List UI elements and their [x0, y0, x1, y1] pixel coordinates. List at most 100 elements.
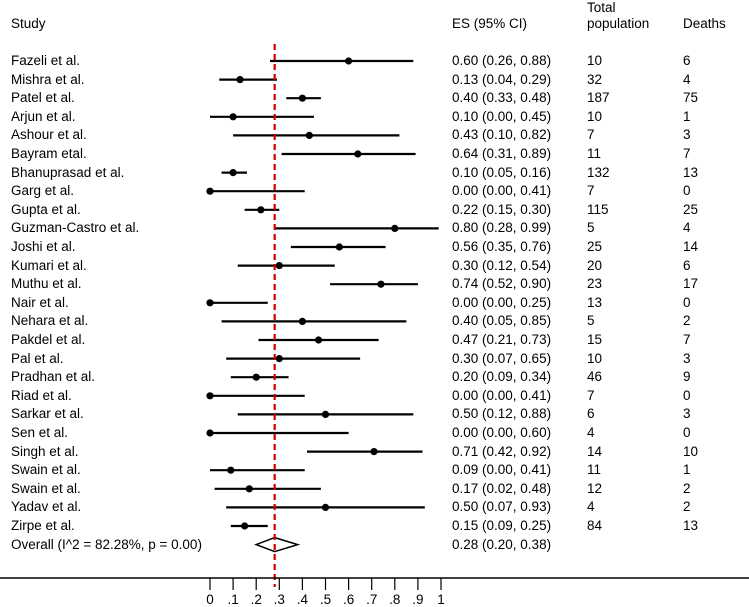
point-estimate [335, 243, 343, 251]
x-tick-label: .3 [274, 592, 285, 607]
study-deaths: 2 [683, 313, 691, 329]
study-ci-text: 0.43 (0.10, 0.82) [452, 127, 552, 143]
point-estimate [298, 317, 306, 325]
study-ci-text: 0.17 (0.02, 0.48) [452, 480, 552, 496]
study-label: Pakdel et al. [11, 332, 86, 347]
point-estimate [236, 76, 244, 84]
study-label: Garg et al. [11, 183, 75, 199]
study-deaths: 75 [683, 90, 699, 106]
study-ci-text: 0.10 (0.00, 0.45) [452, 108, 552, 124]
study-deaths: 2 [683, 499, 691, 515]
study-label: Swain et al. [11, 480, 81, 496]
study-deaths: 6 [683, 53, 691, 68]
point-estimate [206, 299, 214, 307]
x-tick-label: .6 [343, 592, 354, 607]
study-label: Pradhan et al. [11, 369, 96, 385]
point-estimate [206, 187, 214, 195]
study-deaths: 7 [683, 146, 691, 161]
study-label: Muthu et al. [11, 276, 82, 292]
study-total: 4 [587, 425, 595, 440]
study-ci-text: 0.00 (0.00, 0.60) [452, 425, 552, 440]
point-estimate [227, 466, 235, 474]
overall-ci-text: 0.28 (0.20, 0.38) [452, 536, 552, 552]
header-es-ci: ES (95% CI) [452, 16, 528, 31]
study-deaths: 4 [683, 220, 691, 236]
study-total: 13 [587, 294, 603, 310]
study-deaths: 3 [683, 350, 691, 366]
study-total: 7 [587, 127, 595, 143]
study-label: Riad et al. [11, 387, 72, 403]
study-ci-text: 0.22 (0.15, 0.30) [452, 201, 552, 217]
study-label: Bayram etal. [11, 146, 87, 161]
study-total: 32 [587, 71, 603, 87]
study-total: 10 [587, 53, 603, 68]
study-total: 11 [587, 462, 602, 478]
study-ci-text: 0.56 (0.35, 0.76) [452, 239, 552, 254]
study-deaths: 13 [683, 164, 699, 180]
study-total: 6 [587, 406, 595, 422]
study-total: 7 [587, 183, 595, 199]
overall-diamond [254, 536, 301, 553]
point-estimate [206, 429, 214, 437]
point-estimate [257, 206, 265, 214]
study-label: Bhanuprasad et al. [11, 164, 125, 180]
x-tick-label: 1 [437, 592, 445, 607]
point-estimate [298, 94, 306, 102]
study-ci-text: 0.40 (0.05, 0.85) [452, 313, 552, 329]
point-estimate [275, 262, 283, 270]
study-label: Ashour et al. [11, 127, 87, 143]
study-ci-text: 0.13 (0.04, 0.29) [452, 71, 552, 87]
point-estimate [321, 410, 330, 418]
study-deaths: 0 [683, 294, 691, 310]
study-ci-text: 0.30 (0.07, 0.65) [452, 350, 552, 366]
study-label: Gupta et al. [11, 201, 81, 217]
study-total: 10 [587, 108, 603, 124]
point-estimate [354, 150, 362, 158]
study-total: 10 [587, 350, 603, 366]
study-ci-text: 0.60 (0.26, 0.88) [452, 53, 552, 68]
point-estimate [275, 355, 283, 363]
study-total: 20 [587, 257, 603, 273]
study-deaths: 9 [683, 369, 691, 385]
point-estimate [245, 485, 253, 493]
point-estimate [391, 224, 399, 232]
study-ci-text: 0.40 (0.33, 0.48) [452, 90, 552, 106]
point-estimate [229, 113, 237, 121]
x-tick-label: .8 [389, 592, 400, 607]
study-total: 5 [587, 313, 595, 329]
study-label: Guzman-Castro et al. [11, 220, 140, 236]
study-label: Singh et al. [11, 443, 79, 459]
header-deaths: Deaths [683, 16, 726, 31]
study-ci-text: 0.47 (0.21, 0.73) [452, 332, 552, 347]
header-total-line1: Total [587, 0, 616, 15]
study-label: Nair et al. [11, 294, 69, 310]
study-total: 5 [587, 220, 595, 236]
study-label: Kumari et al. [11, 257, 87, 273]
study-label: Arjun et al. [11, 108, 76, 124]
point-estimate [241, 522, 249, 530]
point-estimate [321, 503, 330, 511]
study-deaths: 1 [683, 108, 691, 124]
x-tick-label: .9 [412, 592, 423, 607]
x-tick-label: .4 [297, 592, 309, 607]
study-label: Zirpe et al. [11, 518, 75, 533]
study-label: Sen et al. [11, 425, 69, 440]
study-total: 187 [587, 90, 610, 106]
point-estimate [314, 336, 323, 344]
header-study: Study [11, 16, 46, 31]
study-ci-text: 0.00 (0.00, 0.41) [452, 183, 552, 199]
study-total: 15 [587, 332, 603, 347]
study-deaths: 3 [683, 406, 691, 422]
study-label: Swain et al. [11, 462, 81, 478]
study-label: Joshi et al. [11, 239, 76, 254]
header-total-line2: population [587, 16, 650, 31]
x-tick-label: .7 [366, 592, 377, 607]
study-total: 7 [587, 387, 595, 403]
study-deaths: 3 [683, 127, 691, 143]
study-total: 14 [587, 443, 603, 459]
study-deaths: 6 [683, 257, 691, 273]
study-label: Sarkar et al. [11, 406, 84, 422]
study-deaths: 0 [683, 387, 691, 403]
study-ci-text: 0.50 (0.07, 0.93) [452, 499, 552, 515]
study-ci-text: 0.50 (0.12, 0.88) [452, 406, 552, 422]
